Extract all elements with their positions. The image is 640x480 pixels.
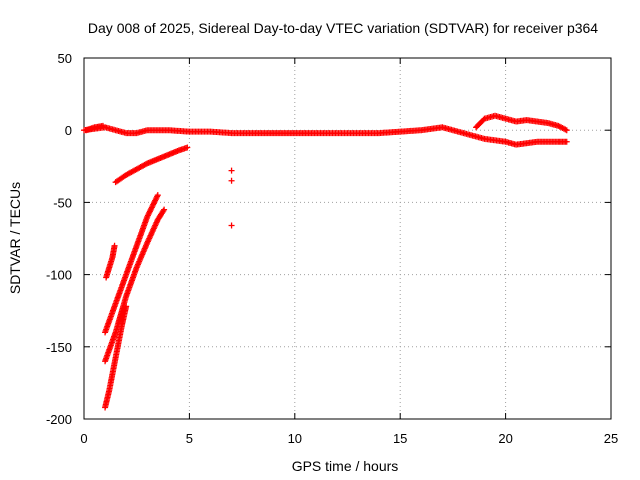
data-point <box>563 127 570 134</box>
data-point <box>111 242 118 249</box>
data-point <box>563 138 570 145</box>
x-tick-label: 15 <box>393 431 407 446</box>
x-tick-label: 5 <box>186 431 193 446</box>
data-point <box>123 303 130 310</box>
y-axis-label: SDTVAR / TECUs <box>7 182 23 294</box>
data-point <box>228 167 235 174</box>
data-point <box>228 177 235 184</box>
y-tick-label: -50 <box>53 195 72 210</box>
y-tick-label: 0 <box>65 123 72 138</box>
data-point <box>99 122 106 129</box>
data-points <box>81 112 570 411</box>
y-tick-label: -150 <box>46 340 72 355</box>
x-tick-label: 0 <box>80 431 87 446</box>
data-point <box>160 207 167 214</box>
plot-frame <box>83 57 612 420</box>
x-tick-label: 10 <box>288 431 302 446</box>
x-tick-label: 20 <box>498 431 512 446</box>
data-point <box>184 144 191 151</box>
chart-title: Day 008 of 2025, Sidereal Day-to-day VTE… <box>88 20 598 36</box>
y-tick-label: -100 <box>46 268 72 283</box>
data-point <box>161 206 168 213</box>
data-point <box>228 222 235 229</box>
data-point <box>154 192 161 199</box>
y-tick-label: -200 <box>46 412 72 427</box>
y-tick-label: 50 <box>58 51 72 66</box>
axis-ticks: 0 5 10 15 20 25 50 0 -50 -100 -150 -200 <box>46 51 618 446</box>
grid <box>84 58 611 419</box>
x-axis-label: GPS time / hours <box>292 458 399 474</box>
x-tick-label: 25 <box>604 431 618 446</box>
